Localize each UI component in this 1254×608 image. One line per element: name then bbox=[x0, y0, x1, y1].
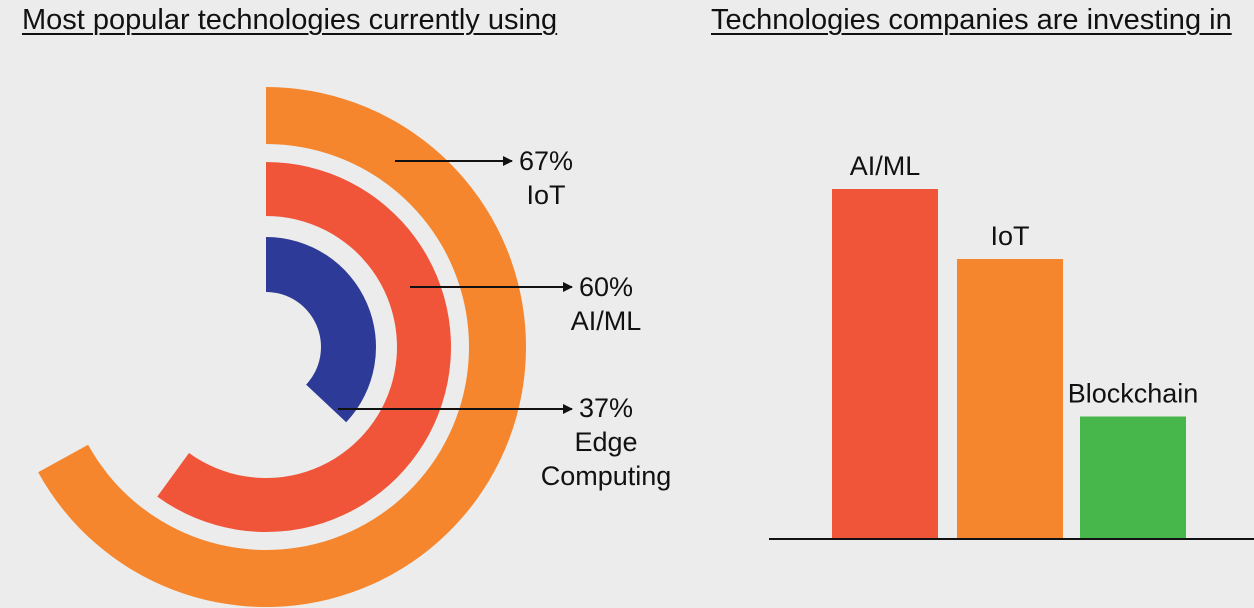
category-label-ai-ml: AI/ML bbox=[571, 306, 642, 336]
radial-bar-ai-ml bbox=[157, 162, 451, 532]
radial-bar-edge-computing bbox=[266, 237, 376, 423]
category-label-edge-computing-0: Edge bbox=[574, 427, 637, 457]
category-label-iot: IoT bbox=[526, 180, 565, 210]
bar-iot bbox=[957, 259, 1063, 538]
bar-label-ai-ml: AI/ML bbox=[850, 151, 921, 181]
bar-label-iot: IoT bbox=[990, 221, 1029, 251]
value-label-iot: 67% bbox=[519, 146, 573, 176]
bar-chart-title: Technologies companies are investing in bbox=[711, 4, 1232, 36]
value-label-ai-ml: 60% bbox=[579, 272, 633, 302]
value-label-edge-computing: 37% bbox=[579, 393, 633, 423]
category-label-edge-computing-1: Computing bbox=[541, 461, 672, 491]
bar-ai-ml bbox=[832, 189, 938, 538]
radial-chart-title: Most popular technologies currently usin… bbox=[22, 4, 558, 36]
bar-blockchain bbox=[1080, 416, 1186, 538]
bar-label-blockchain: Blockchain bbox=[1068, 379, 1199, 409]
